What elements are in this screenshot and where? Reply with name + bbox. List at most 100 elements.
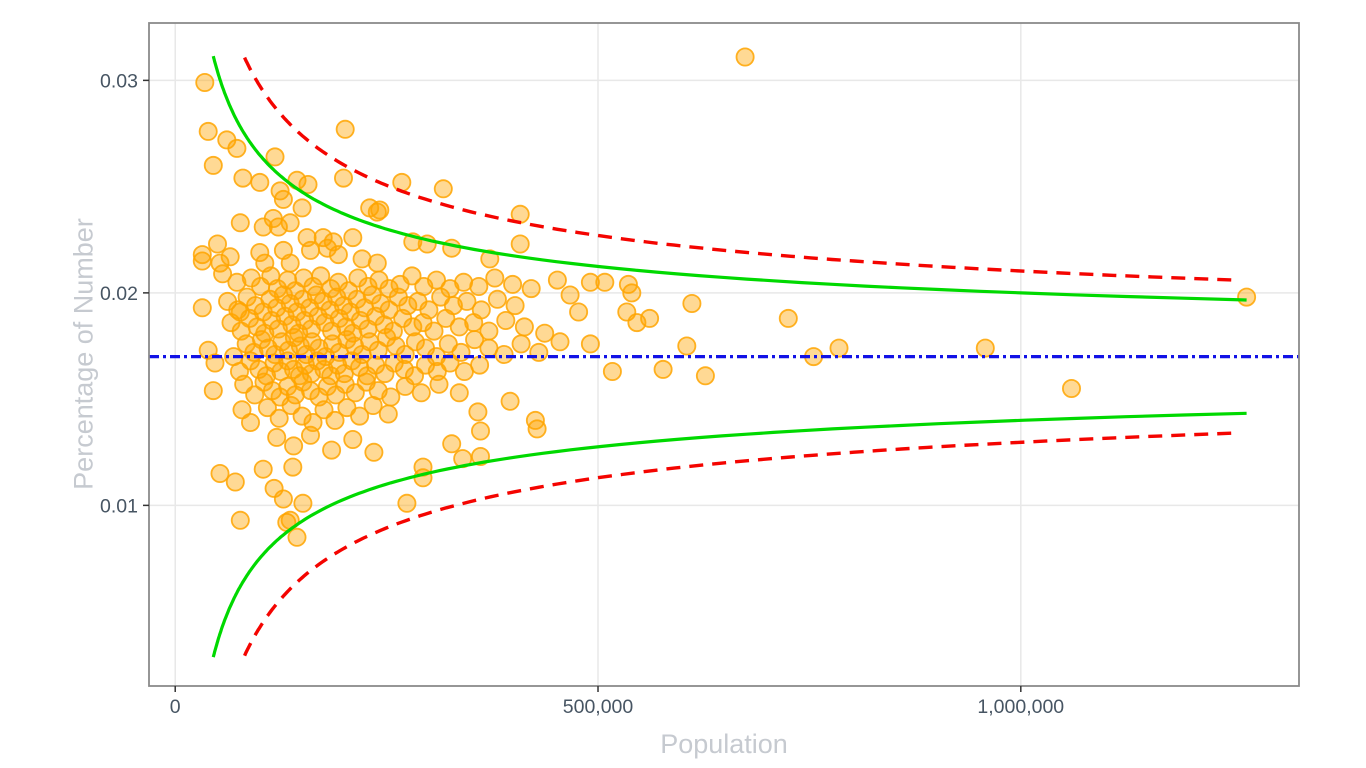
- scatter-point: [429, 374, 449, 394]
- scatter-point: [1062, 378, 1082, 398]
- scatter-point: [313, 228, 333, 248]
- scatter-point: [220, 247, 240, 267]
- scatter-point: [230, 213, 250, 233]
- scatter-point: [550, 332, 570, 352]
- scatter-point: [240, 412, 260, 432]
- scatter-point: [257, 398, 277, 418]
- scatter-point: [442, 238, 462, 258]
- scatter-point: [496, 310, 516, 330]
- scatter-point: [267, 427, 287, 447]
- scatter-point: [580, 272, 600, 292]
- tick-marks: [143, 79, 1022, 692]
- scatter-point: [192, 245, 212, 265]
- scatter-point: [253, 459, 273, 479]
- scatter-point: [485, 268, 505, 288]
- outer-control-limit-upper: [243, 56, 1235, 282]
- scatter-point: [457, 291, 477, 311]
- scatter-point: [735, 47, 755, 67]
- scatter-point: [292, 406, 312, 426]
- scatter-point: [395, 376, 415, 396]
- scatter-point: [480, 249, 500, 269]
- y-tick-label: 0.03: [100, 70, 138, 92]
- scatter-point: [405, 332, 425, 352]
- scatter-point: [195, 73, 215, 93]
- scatter-point: [203, 155, 223, 175]
- scatter-point: [283, 457, 303, 477]
- inner-control-limit-lower: [211, 411, 1247, 658]
- scatter-point: [378, 404, 398, 424]
- scatter-point: [682, 293, 702, 313]
- scatter-point: [363, 395, 383, 415]
- scatter-point: [300, 425, 320, 445]
- scatter-point: [975, 338, 995, 358]
- scatter-point: [829, 338, 849, 358]
- scatter-point: [505, 296, 525, 316]
- scatter-point: [381, 387, 401, 407]
- tick-labels: 0 500,000 1,000,000 0.01 0.02 0.03: [100, 70, 1064, 718]
- scatter-point: [280, 213, 300, 233]
- scatter-point: [442, 434, 462, 454]
- inner-control-limit-upper: [211, 55, 1247, 302]
- scatter-point: [547, 270, 567, 290]
- scatter-point: [511, 334, 531, 354]
- scatter-point: [411, 383, 431, 403]
- panel-border: [148, 22, 1300, 687]
- scatter-point: [424, 321, 444, 341]
- x-tick-label: 1,000,000: [977, 696, 1064, 718]
- scatter-point: [233, 168, 253, 188]
- scatter-point: [343, 228, 363, 248]
- scatter-point: [210, 253, 230, 273]
- scatter-point: [500, 391, 520, 411]
- scatter-point: [227, 138, 247, 158]
- scatter-point: [494, 344, 514, 364]
- scatter-point: [529, 342, 549, 362]
- outer-control-limit: [243, 56, 1235, 657]
- scatter-point: [433, 179, 453, 199]
- scatter-point: [468, 402, 488, 422]
- scatter-point: [273, 189, 293, 209]
- scatter-point: [653, 359, 673, 379]
- scatter-point: [384, 353, 404, 373]
- scatter-point: [265, 147, 285, 167]
- x-tick-label: 500,000: [563, 696, 634, 718]
- scatter-point: [364, 442, 384, 462]
- scatter-point: [595, 272, 615, 292]
- scatter-point: [367, 253, 387, 273]
- scatter-point: [470, 355, 490, 375]
- scatter-point: [198, 121, 218, 141]
- scatter-point: [287, 527, 307, 547]
- scatter-point: [203, 381, 223, 401]
- scatter-point: [440, 353, 460, 373]
- scatter-point: [311, 266, 331, 286]
- scatter-point: [328, 245, 348, 265]
- scatter-point: [322, 440, 342, 460]
- scatter-point: [464, 313, 484, 333]
- scatter-point: [250, 172, 270, 192]
- scatter-point: [250, 242, 270, 262]
- scatter-point: [205, 353, 225, 373]
- scatter-point: [343, 429, 363, 449]
- scatter-point: [370, 200, 390, 220]
- scatter-point: [333, 168, 353, 188]
- scatter-point: [335, 119, 355, 139]
- scatter-point: [677, 336, 697, 356]
- scatter-point: [503, 274, 523, 294]
- y-axis-title: Percentage of Number: [68, 218, 99, 490]
- scatter-point: [207, 234, 227, 254]
- scatter-point: [449, 383, 469, 403]
- scatter-point: [245, 385, 265, 405]
- scatter-point: [268, 217, 288, 237]
- x-tick-label: 0: [170, 696, 181, 718]
- scatter-point: [392, 172, 412, 192]
- scatter-point: [269, 408, 289, 428]
- scatter-point: [325, 410, 345, 430]
- scatter-point: [436, 308, 456, 328]
- scatter-point: [300, 240, 320, 260]
- scatter-point: [569, 302, 589, 322]
- scatter-point: [1237, 287, 1257, 307]
- scatter-points: [192, 47, 1257, 547]
- scatter-point: [292, 198, 312, 218]
- scatter-point: [402, 266, 422, 286]
- scatter-point: [469, 276, 489, 296]
